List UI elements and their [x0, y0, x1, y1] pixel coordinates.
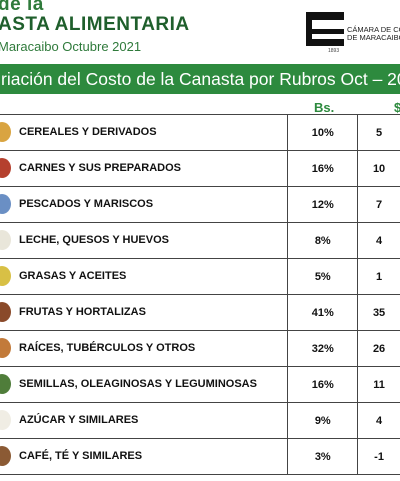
banner-text: riación del Costo de la Canasta por Rubr…	[1, 69, 400, 89]
category-cell: RAÍCES, TUBÉRCULOS Y OTROS	[0, 330, 288, 367]
usd-value: 5	[357, 114, 400, 151]
category-cell: FRUTAS Y HORTALIZAS	[0, 294, 288, 331]
column-header-usd: $	[394, 100, 400, 115]
title-line-1: de la	[0, 0, 44, 15]
table-row: SEMILLAS, OLEAGINOSAS Y LEGUMINOSAS 16% 11	[0, 366, 400, 403]
usd-value: 10	[357, 150, 400, 187]
sugar-icon	[0, 410, 11, 430]
bs-value: 10%	[287, 114, 359, 151]
milk-icon	[0, 230, 11, 250]
potato-icon	[0, 338, 11, 358]
usd-value: 4	[357, 222, 400, 259]
category-name: LECHE, QUESOS Y HUEVOS	[19, 234, 169, 246]
bs-value: 8%	[287, 222, 359, 259]
coffee-icon	[0, 446, 11, 466]
table-row: AZÚCAR Y SIMILARES 9% 4	[0, 402, 400, 439]
usd-value: 7	[357, 186, 400, 223]
table-row: CARNES Y SUS PREPARADOS 16% 10	[0, 150, 400, 187]
usd-value: -1	[357, 438, 400, 475]
category-name: AZÚCAR Y SIMILARES	[19, 414, 139, 426]
header: de la ASTA ALIMENTARIA Maracaibo Octubre…	[0, 0, 400, 60]
table-row: CAFÉ, TÉ Y SIMILARES 3% -1	[0, 438, 400, 475]
cost-table: CEREALES Y DERIVADOS 10% 5 CARNES Y SUS PRE…	[0, 114, 400, 475]
category-name: SEMILLAS, OLEAGINOSAS Y LEGUMINOSAS	[19, 378, 257, 390]
table-row: FRUTAS Y HORTALIZAS 41% 35	[0, 294, 400, 331]
category-cell: GRASAS Y ACEITES	[0, 258, 288, 295]
category-cell: CARNES Y SUS PREPARADOS	[0, 150, 288, 187]
table-row: LECHE, QUESOS Y HUEVOS 8% 4	[0, 222, 400, 259]
category-cell: CAFÉ, TÉ Y SIMILARES	[0, 438, 288, 475]
usd-value: 26	[357, 330, 400, 367]
meat-icon	[0, 158, 11, 178]
bs-value: 32%	[287, 330, 359, 367]
usd-value: 35	[357, 294, 400, 331]
category-name: FRUTAS Y HORTALIZAS	[19, 306, 146, 318]
category-name: GRASAS Y ACEITES	[19, 270, 127, 282]
seeds-icon	[0, 374, 11, 394]
logo-text: CÁMARA DE CO DE MARACAIBO	[347, 26, 400, 42]
fish-icon	[0, 194, 11, 214]
category-cell: SEMILLAS, OLEAGINOSAS Y LEGUMINOSAS	[0, 366, 288, 403]
category-cell: LECHE, QUESOS Y HUEVOS	[0, 222, 288, 259]
category-name: RAÍCES, TUBÉRCULOS Y OTROS	[19, 342, 196, 354]
category-name: PESCADOS Y MARISCOS	[19, 198, 154, 210]
bs-value: 3%	[287, 438, 359, 475]
chamber-logo-icon	[306, 12, 344, 46]
bs-value: 16%	[287, 366, 359, 403]
bread-icon	[0, 122, 11, 142]
title-line-2: ASTA ALIMENTARIA	[0, 14, 190, 35]
bs-value: 5%	[287, 258, 359, 295]
bs-value: 16%	[287, 150, 359, 187]
category-cell: CEREALES Y DERIVADOS	[0, 114, 288, 151]
bs-value: 9%	[287, 402, 359, 439]
table-row: CEREALES Y DERIVADOS 10% 5	[0, 114, 400, 151]
section-banner: riación del Costo de la Canasta por Rubr…	[0, 64, 400, 94]
vegetables-icon	[0, 302, 11, 322]
table-row: RAÍCES, TUBÉRCULOS Y OTROS 32% 26	[0, 330, 400, 367]
category-name: CAFÉ, TÉ Y SIMILARES	[19, 450, 143, 462]
table-row: PESCADOS Y MARISCOS 12% 7	[0, 186, 400, 223]
usd-value: 1	[357, 258, 400, 295]
logo-line-1: CÁMARA DE CO	[347, 25, 400, 34]
usd-value: 11	[357, 366, 400, 403]
category-cell: AZÚCAR Y SIMILARES	[0, 402, 288, 439]
oil-bottle-icon	[0, 266, 11, 286]
category-name: CARNES Y SUS PREPARADOS	[19, 162, 181, 174]
subtitle: Maracaibo Octubre 2021	[0, 39, 142, 54]
table-row: GRASAS Y ACEITES 5% 1	[0, 258, 400, 295]
logo-year: 1893	[328, 48, 340, 54]
logo-line-2: DE MARACAIBO	[347, 33, 400, 42]
usd-value: 4	[357, 402, 400, 439]
category-name: CEREALES Y DERIVADOS	[19, 126, 157, 138]
column-header-bs: Bs.	[314, 100, 335, 115]
category-cell: PESCADOS Y MARISCOS	[0, 186, 288, 223]
bs-value: 12%	[287, 186, 359, 223]
bs-value: 41%	[287, 294, 359, 331]
